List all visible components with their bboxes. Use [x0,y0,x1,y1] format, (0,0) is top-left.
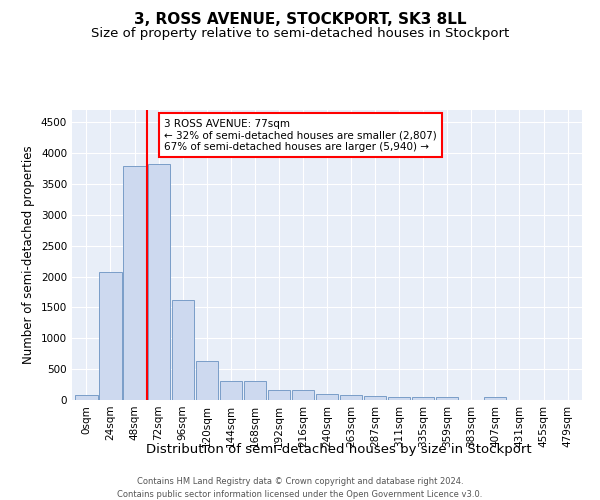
Text: Size of property relative to semi-detached houses in Stockport: Size of property relative to semi-detach… [91,28,509,40]
Text: Contains public sector information licensed under the Open Government Licence v3: Contains public sector information licen… [118,490,482,499]
Bar [268,390,290,400]
Text: 3 ROSS AVENUE: 77sqm
← 32% of semi-detached houses are smaller (2,807)
67% of se: 3 ROSS AVENUE: 77sqm ← 32% of semi-detac… [164,118,437,152]
Y-axis label: Number of semi-detached properties: Number of semi-detached properties [22,146,35,364]
Text: Distribution of semi-detached houses by size in Stockport: Distribution of semi-detached houses by … [146,442,532,456]
Bar [148,164,170,400]
Bar [124,166,146,400]
Bar [364,396,386,400]
Bar [220,381,242,400]
Bar [172,300,194,400]
Bar [340,395,362,400]
Bar [484,397,506,400]
Bar [76,395,98,400]
Bar [196,361,218,400]
Bar [412,397,434,400]
Text: 3, ROSS AVENUE, STOCKPORT, SK3 8LL: 3, ROSS AVENUE, STOCKPORT, SK3 8LL [134,12,466,28]
Bar [316,394,338,400]
Bar [388,396,410,400]
Bar [292,390,314,400]
Bar [244,381,266,400]
Bar [436,397,458,400]
Text: Contains HM Land Registry data © Crown copyright and database right 2024.: Contains HM Land Registry data © Crown c… [137,478,463,486]
Bar [100,272,122,400]
